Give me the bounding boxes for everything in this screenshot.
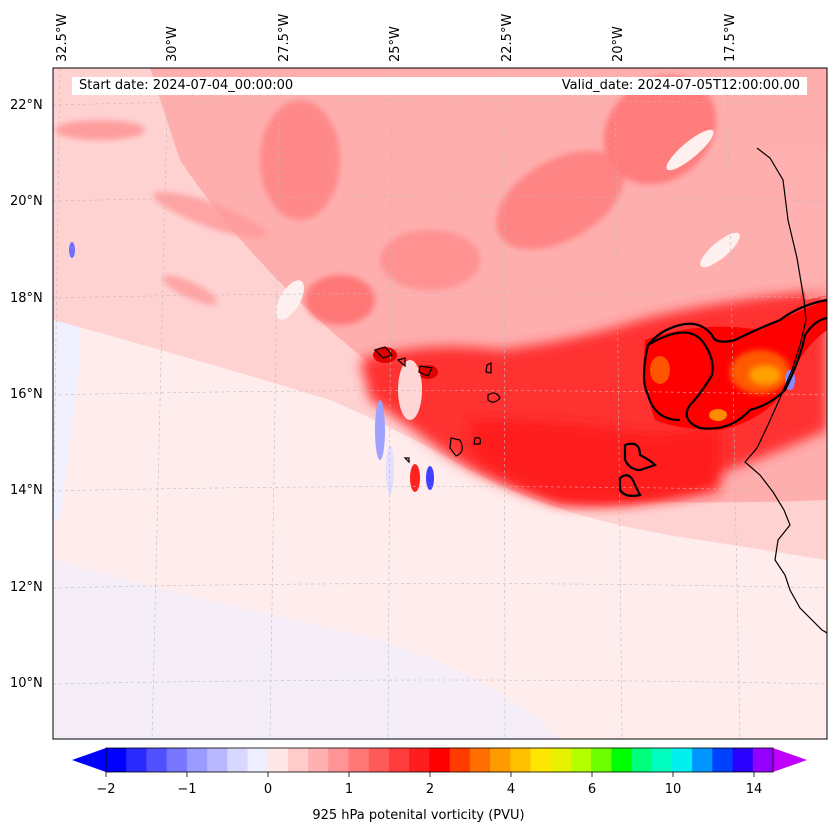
colorbar-segment [530, 748, 552, 772]
colorbar-tick-label: −2 [96, 782, 115, 797]
info-bar: Start date: 2024-07-04_00:00:00 Valid_da… [72, 77, 807, 95]
colorbar-segment [692, 748, 713, 772]
lat-label-20N: 20°N [10, 194, 43, 209]
colorbar-tick-label: 1 [345, 782, 353, 797]
lon-label-30W: 30°W [165, 26, 180, 62]
lon-label-32.5W: 32.5°W [55, 13, 70, 62]
colorbar-segment [429, 748, 451, 772]
colorbar-segment [611, 748, 633, 772]
colorbar-title: 925 hPa potenital vorticity (PVU) [312, 808, 525, 823]
colorbar-frame [105, 747, 774, 773]
colorbar-tick-label: 6 [588, 782, 596, 797]
map-frame [52, 67, 828, 740]
lon-label-17.5W: 17.5°W [723, 13, 738, 62]
colorbar-segment [550, 748, 572, 772]
colorbar-segment [328, 748, 350, 772]
colorbar-tick-label: 14 [746, 782, 763, 797]
colorbar-segment [631, 748, 653, 772]
colorbar [106, 748, 774, 772]
lat-label-18N: 18°N [10, 291, 43, 306]
colorbar-segment [651, 748, 673, 772]
colorbar-segment [126, 748, 147, 772]
colorbar-extend-high [773, 748, 807, 772]
colorbar-segment [227, 748, 248, 772]
colorbar-extend-low [72, 748, 106, 772]
lat-label-10N: 10°N [10, 676, 43, 691]
lat-label-14N: 14°N [10, 483, 43, 498]
colorbar-segment [267, 748, 289, 772]
pv-field [53, 68, 827, 739]
gridlines [53, 68, 827, 739]
colorbar-segment [490, 748, 511, 772]
colorbar-segment [752, 748, 774, 772]
colorbar-segment [348, 748, 370, 772]
colorbar-segment [570, 748, 592, 772]
colorbar-tick-label: 0 [264, 782, 272, 797]
valid-date-label: Valid_date: 2024-07-05T12:00:00.00 [561, 78, 800, 93]
lat-label-16N: 16°N [10, 387, 43, 402]
colorbar-segment [186, 748, 208, 772]
lon-label-22.5W: 22.5°W [500, 13, 515, 62]
colorbar-segment [308, 748, 329, 772]
colorbar-segment [166, 748, 188, 772]
lat-label-22N: 22°N [10, 98, 43, 113]
lon-label-27.5W: 27.5°W [277, 13, 292, 62]
pv-contours [618, 298, 827, 497]
colorbar-segment [591, 748, 612, 772]
colorbar-segment [732, 748, 754, 772]
colorbar-ticks: −2 −1 0 1 2 4 6 10 14 [96, 772, 762, 797]
colorbar-tick-label: −1 [177, 782, 196, 797]
colorbar-segment [510, 748, 531, 772]
colorbar-segment [207, 748, 228, 772]
colorbar-segment [469, 748, 491, 772]
colorbar-segment [247, 748, 269, 772]
colorbar-segment [671, 748, 693, 772]
colorbar-segment [106, 748, 127, 772]
lon-label-25W: 25°W [388, 26, 403, 62]
colorbar-segment [146, 748, 168, 772]
colorbar-segment [449, 748, 471, 772]
colorbar-segment [388, 748, 410, 772]
colorbar-segment [287, 748, 309, 772]
colorbar-segment [409, 748, 430, 772]
islands-coastline [373, 147, 827, 634]
colorbar-segment [712, 748, 734, 772]
start-date-label: Start date: 2024-07-04_00:00:00 [79, 78, 294, 93]
lon-label-20W: 20°W [611, 26, 626, 62]
colorbar-segment [368, 748, 390, 772]
lat-label-12N: 12°N [10, 580, 43, 595]
colorbar-tick-label: 4 [507, 782, 515, 797]
colorbar-tick-label: 2 [426, 782, 434, 797]
colorbar-tick-label: 10 [665, 782, 682, 797]
